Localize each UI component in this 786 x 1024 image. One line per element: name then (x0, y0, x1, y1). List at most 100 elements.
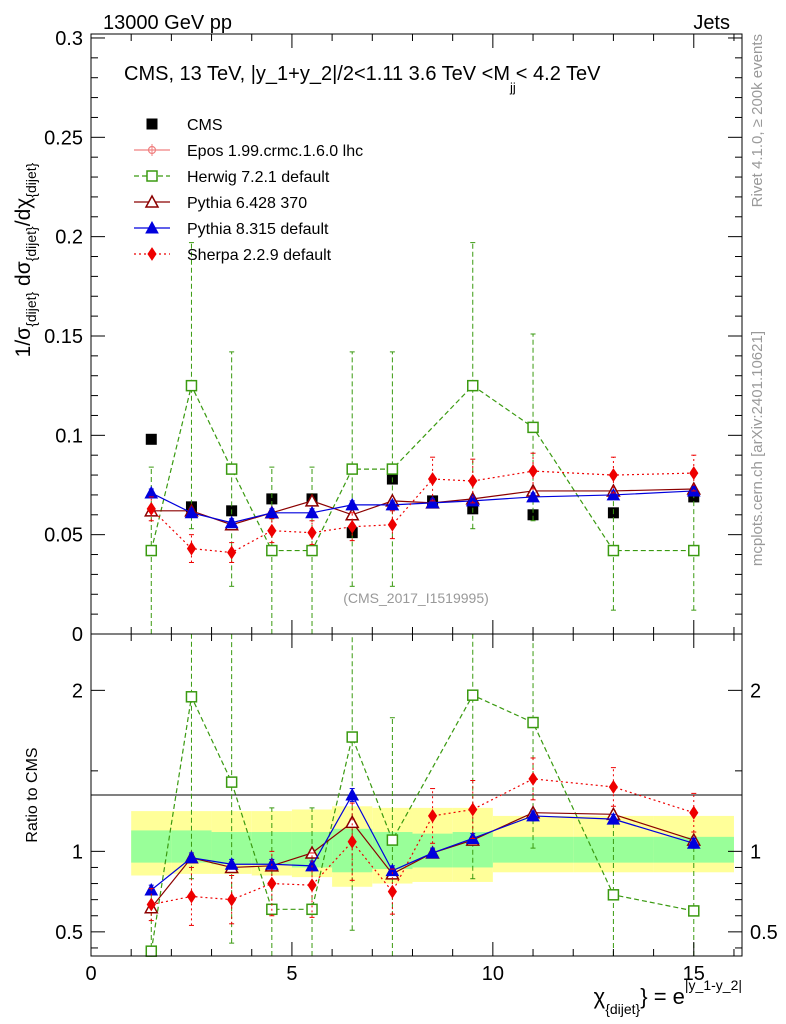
legend-item-pythia-6-428-370: Pythia 6.428 370 (134, 194, 307, 212)
main-herwig-7-2-1-default-point (225, 463, 238, 475)
legend-label: Pythia 8.315 default (187, 221, 329, 238)
main-pythia-8-315-default-point (144, 485, 159, 499)
legend-label: Herwig 7.2.1 default (187, 169, 330, 186)
ratio-band-inner (131, 830, 172, 863)
main-sherpa-2-2-9-default-point (387, 517, 397, 532)
ratio-herwig-7-2-1-default-point (688, 905, 700, 917)
ratio-pythia-8-315-default-point (425, 845, 440, 859)
y-axis-label-ratio: Ratio to CMS (24, 747, 41, 842)
main-pythia-6-428-370-line (151, 488, 694, 526)
main-sherpa-2-2-9-default-point (608, 468, 619, 482)
ratio-sherpa-2-2-9-default-point (427, 809, 438, 823)
ratio-y-tick-label-left: 1 (72, 841, 83, 863)
main-sherpa-2-2-9-default-point (468, 474, 478, 488)
legend-item-herwig-7-2-1-default: Herwig 7.2.1 default (134, 169, 330, 186)
ratio-sherpa-2-2-9-default-point (186, 889, 197, 904)
main-sherpa-2-2-9-default-point (347, 519, 357, 534)
main-herwig-7-2-1-default-point (266, 544, 278, 557)
main-y-tick-label: 0.2 (55, 227, 83, 249)
main-pythia-8-315-default-point (305, 505, 319, 519)
ratio-sherpa-2-2-9-default-point (227, 892, 237, 907)
main-sherpa-2-2-9-default-point (689, 466, 699, 480)
main-herwig-7-2-1-default-point (467, 379, 479, 392)
main-y-tick-label: 0.3 (55, 28, 83, 50)
legend-label: Epos 1.99.crmc.1.6.0 lhc (187, 143, 363, 160)
main-series-sherpa-2-2-9-default (146, 452, 699, 563)
header-left: 13000 GeV pp (103, 12, 232, 34)
x-tick-label: 15 (683, 963, 705, 985)
side-label-rivet: Rivet 4.1.0, ≥ 200k events (749, 34, 766, 207)
main-y-tick-label: 0.05 (44, 525, 83, 547)
main-herwig-7-2-1-default-point (527, 421, 539, 434)
ratio-series-pythia-8-315-default (144, 787, 701, 896)
ratio-sherpa-2-2-9-default-point (307, 878, 317, 893)
main-herwig-7-2-1-default-point (607, 544, 620, 557)
ratio-y-tick-label-right: 2 (750, 680, 761, 702)
ratio-pythia-8-315-default-point (345, 787, 360, 801)
header-right: Jets (693, 12, 730, 34)
legend-marker (145, 220, 159, 234)
ratio-sherpa-2-2-9-default-point (387, 884, 397, 899)
ratio-series-herwig-7-2-1-default (145, 633, 700, 957)
main-y-tick-label: 0.25 (44, 127, 83, 149)
legend-item-cms: CMS (146, 117, 223, 134)
x-tick-label: 10 (482, 963, 504, 985)
ratio-series-sherpa-2-2-9-default (146, 757, 699, 926)
main-herwig-7-2-1-default-point (145, 544, 158, 557)
legend-label: CMS (187, 117, 223, 134)
ratio-herwig-7-2-1-default-point (527, 716, 539, 729)
main-sherpa-2-2-9-default-point (227, 545, 237, 560)
ratio-pythia-8-315-default-point (224, 857, 239, 870)
ratio-sherpa-2-2-9-default-line (151, 778, 694, 906)
ratio-herwig-7-2-1-default-point (145, 945, 158, 957)
ratio-band-inner (492, 836, 574, 863)
ratio-pythia-8-315-default-point (526, 808, 540, 822)
legend-marker (146, 170, 158, 182)
x-tick-label: 0 (85, 963, 96, 985)
ratio-pythia-8-315-default-point (184, 850, 199, 864)
main-pythia-8-315-default-point (345, 497, 360, 511)
side-label-mcplots: mcplots.cern.ch [arXiv:2401.10621] (749, 331, 766, 566)
main-pythia-8-315-default-point (385, 497, 400, 511)
main-herwig-7-2-1-default-point (346, 463, 358, 475)
legend-label: Sherpa 2.2.9 default (187, 247, 332, 264)
ratio-sherpa-2-2-9-default-point (528, 771, 538, 786)
main-herwig-7-2-1-default-point (688, 544, 700, 557)
main-herwig-7-2-1-default-point (306, 544, 318, 557)
ratio-pythia-8-315-default-point (686, 836, 701, 849)
legend-marker (144, 194, 160, 208)
y-axis-label-main: 1/σ{dijet} dσ{dijet}/dχ{dijet} (12, 162, 39, 357)
main-series-pythia-8-315-default (144, 483, 701, 529)
ratio-herwig-7-2-1-default-point (467, 689, 479, 701)
main-y-tick-label: 0 (72, 624, 83, 646)
legend-marker (146, 144, 158, 156)
ratio-pythia-6-428-370-line (150, 812, 694, 909)
main-herwig-7-2-1-default-point (386, 463, 399, 475)
main-panel: 0 0.05 0.1 0.15 0.2 0.25 0.3 (44, 28, 743, 646)
ratio-y-tick-label-left: 2 (72, 680, 83, 702)
ratio-pythia-8-315-default-point (385, 863, 400, 877)
legend-label: Pythia 6.428 370 (187, 195, 307, 212)
ratio-herwig-7-2-1-default-point (306, 903, 318, 916)
ratio-pythia-8-315-default-line (150, 793, 694, 891)
ratio-herwig-7-2-1-default-point (607, 889, 620, 901)
main-y-tick-label: 0.1 (55, 425, 83, 447)
legend-marker (147, 247, 157, 261)
main-pythia-8-315-default-point (526, 489, 540, 503)
ratio-y-tick-label-right: 0.5 (750, 922, 778, 944)
ratio-y-tick-label-right: 1 (750, 841, 761, 863)
ratio-herwig-7-2-1-default-point (225, 776, 238, 788)
main-y-tick-label: 0.15 (44, 326, 83, 348)
legend-item-epos-1-99-crmc-1-6-0-lhc: Epos 1.99.crmc.1.6.0 lhc (134, 143, 363, 160)
x-axis-label: χ{dijet}} = e|y_1-y_2| (594, 977, 742, 1017)
ratio-sherpa-2-2-9-default-point (146, 897, 156, 912)
x-tick-label: 5 (286, 963, 297, 985)
main-sherpa-2-2-9-default-point (427, 472, 438, 486)
ratio-plot-frame (90, 633, 743, 957)
ratio-sherpa-2-2-9-default-point (468, 802, 478, 817)
ratio-panel: 0.5 0.5 1 1 2 2 0 5 10 15 (55, 633, 778, 985)
main-herwig-7-2-1-default-point (185, 379, 198, 392)
main-sherpa-2-2-9-default-point (146, 501, 156, 516)
ratio-herwig-7-2-1-default-point (346, 731, 358, 743)
main-pythia-8-315-default-point (224, 515, 239, 529)
